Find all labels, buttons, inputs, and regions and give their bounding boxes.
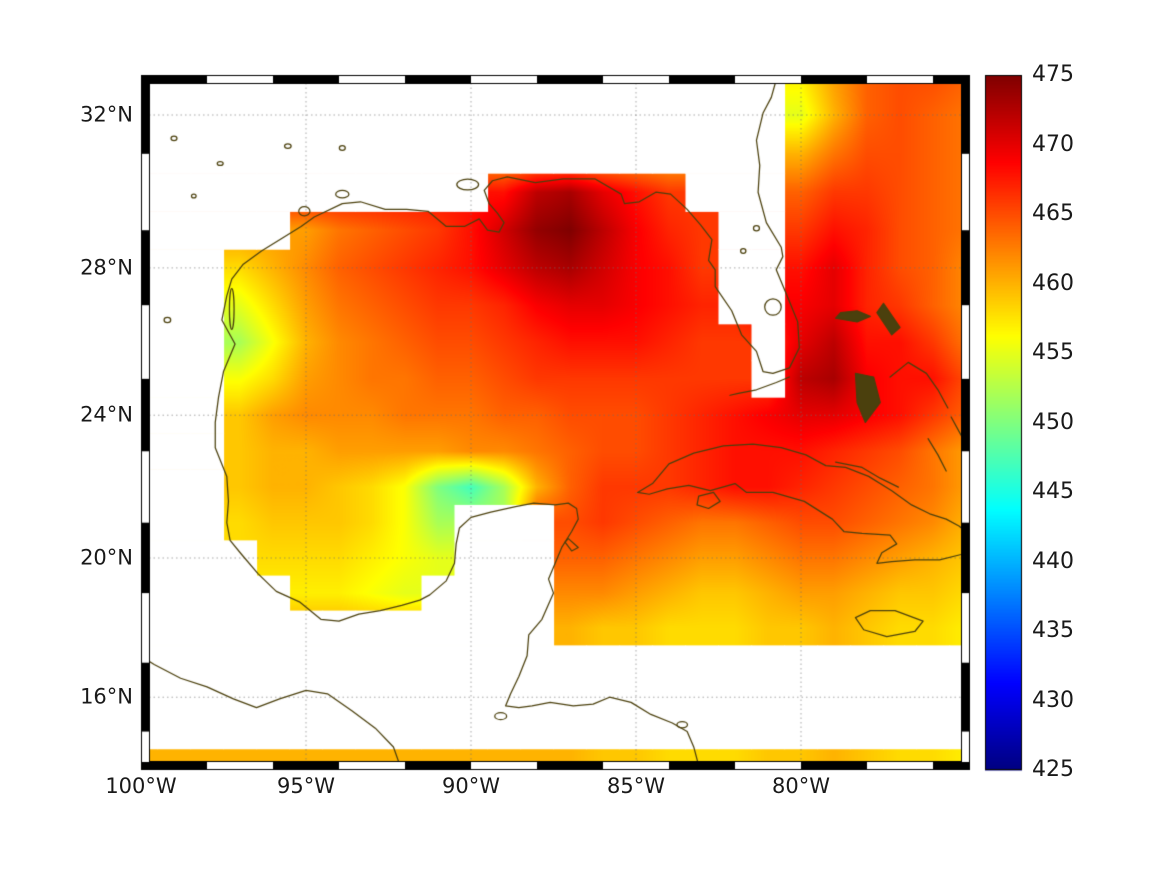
figure: 100°W 95°W 90°W 85°W 80°W 32°N 28°N 24°N 20°N 16…: [0, 0, 1167, 875]
map-heatmap-canvas: [0, 0, 1167, 875]
